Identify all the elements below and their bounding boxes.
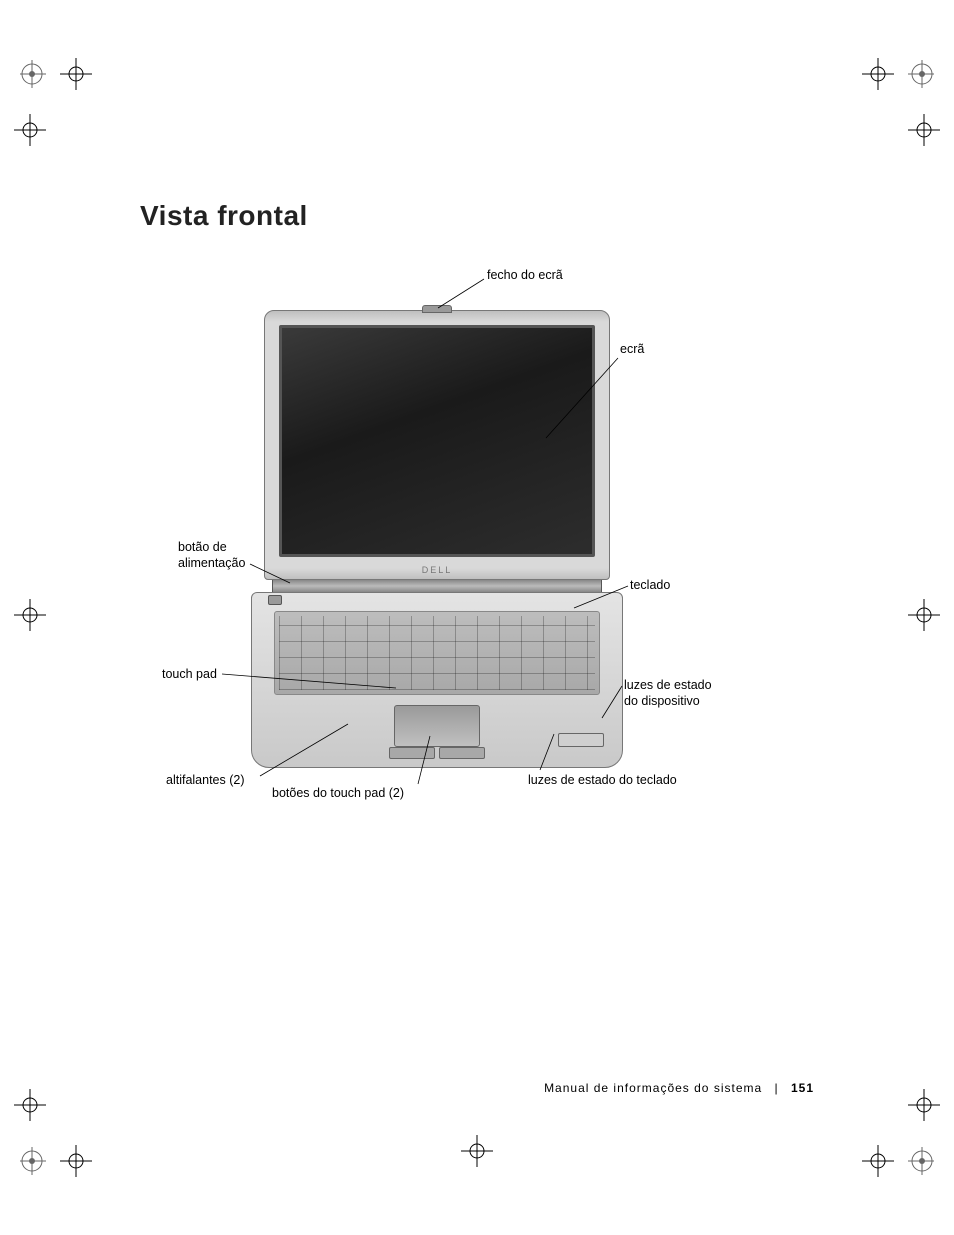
laptop-base xyxy=(251,592,623,768)
reg-mark-corner xyxy=(894,1141,934,1181)
reg-mark-cross xyxy=(858,1141,898,1181)
reg-mark-corner xyxy=(894,54,934,94)
display-latch-shape xyxy=(422,305,452,313)
label-display-latch: fecho do ecrã xyxy=(487,268,563,284)
laptop-screen xyxy=(279,325,595,557)
page-footer: Manual de informações do sistema | 151 xyxy=(544,1081,814,1095)
reg-mark-cross xyxy=(904,595,944,635)
reg-mark-cross xyxy=(10,595,50,635)
laptop-hinge xyxy=(272,580,602,592)
page-content: Vista frontal DELL fecho do ecrã ecrã botã… xyxy=(140,200,814,1095)
page-number: 151 xyxy=(791,1081,814,1095)
reg-mark-cross xyxy=(56,1141,96,1181)
label-power-button: botão de alimentação xyxy=(178,540,245,571)
page-title: Vista frontal xyxy=(140,200,814,232)
reg-mark-cross xyxy=(457,1131,497,1171)
reg-mark-cross xyxy=(904,1085,944,1125)
power-button-shape xyxy=(268,595,282,605)
reg-mark-cross xyxy=(904,110,944,150)
touchpad-buttons-shape xyxy=(389,747,485,759)
label-device-lights: luzes de estado do dispositivo xyxy=(624,678,712,709)
reg-mark-cross xyxy=(858,54,898,94)
reg-mark-cross xyxy=(10,110,50,150)
laptop-lid: DELL xyxy=(264,310,610,580)
label-display: ecrã xyxy=(620,342,644,358)
laptop-illustration: DELL xyxy=(264,310,610,768)
laptop-diagram: DELL fecho do ecrã ecrã botão de alimentaç… xyxy=(142,268,812,828)
footer-text: Manual de informações do sistema xyxy=(544,1081,762,1095)
label-touch-pad: touch pad xyxy=(162,667,217,683)
footer-separator: | xyxy=(775,1081,779,1095)
touchpad-shape xyxy=(394,705,480,747)
label-speakers: altifalantes (2) xyxy=(166,773,245,789)
label-tp-buttons: botões do touch pad (2) xyxy=(272,786,404,802)
reg-mark-corner xyxy=(20,1141,60,1181)
status-lights-shape xyxy=(558,733,604,747)
brand-logo: DELL xyxy=(422,565,453,575)
reg-mark-cross xyxy=(56,54,96,94)
label-keyboard: teclado xyxy=(630,578,670,594)
label-kb-lights: luzes de estado do teclado xyxy=(528,773,677,789)
keyboard-shape xyxy=(274,611,600,695)
reg-mark-corner xyxy=(20,54,60,94)
reg-mark-cross xyxy=(10,1085,50,1125)
